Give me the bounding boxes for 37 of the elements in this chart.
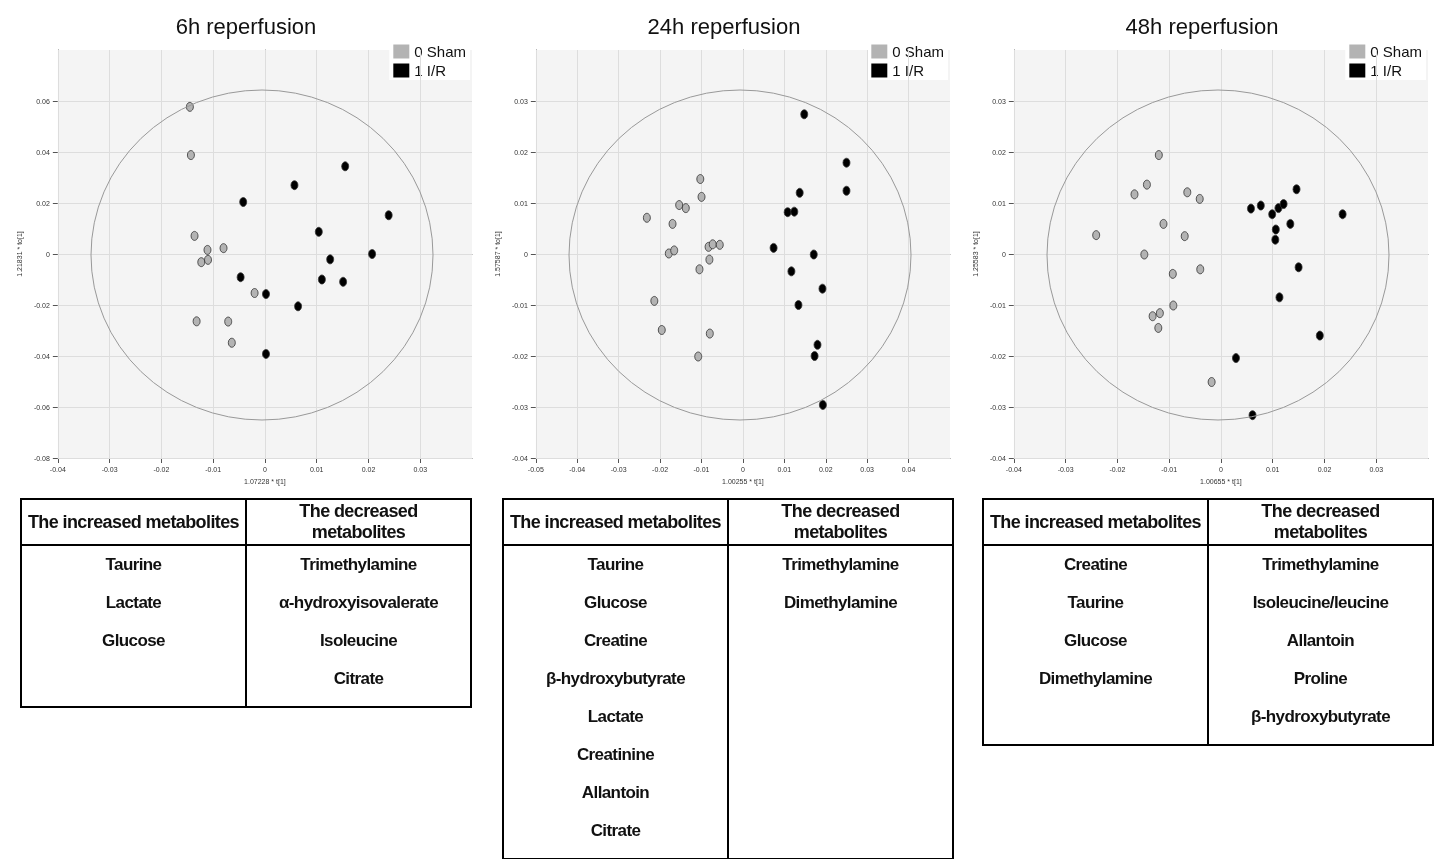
text: Taurine — [1067, 593, 1124, 612]
text: Citrate — [333, 669, 384, 688]
chart-title: 6h reperfusion — [175, 13, 317, 39]
chart-title: 24h reperfusion — [647, 13, 801, 39]
text: Glucose — [584, 593, 647, 612]
text: Taurine — [105, 555, 162, 574]
category-label: The decreased metabolites — [1208, 499, 1433, 545]
text: β-hydroxybutyrate — [1250, 707, 1391, 726]
text: Dimethylamine — [783, 593, 898, 612]
text: Trimethylamine — [1262, 555, 1379, 574]
text: Isoleucine/leucine — [1252, 593, 1389, 612]
legend-label: 1 I/R — [892, 62, 925, 79]
text: Isoleucine — [319, 631, 398, 650]
text: Trimethylamine — [300, 555, 417, 574]
text: Lactate — [587, 707, 644, 726]
category-label: The decreased metabolites — [246, 499, 471, 545]
text: Lactate — [105, 593, 162, 612]
text: Creatinine — [576, 745, 655, 764]
text: Creatine — [1063, 555, 1128, 574]
text: Glucose — [102, 631, 165, 650]
text: Creatine — [583, 631, 648, 650]
text: Allantoin — [1286, 631, 1355, 650]
text: Trimethylamine — [782, 555, 899, 574]
category-label: The increased metabolites — [21, 499, 246, 545]
text: Glucose — [1064, 631, 1127, 650]
text: β-hydroxybutyrate — [545, 669, 686, 688]
text: Proline — [1293, 669, 1348, 688]
category-label: The increased metabolites — [503, 499, 728, 545]
category-label: The increased metabolites — [983, 499, 1208, 545]
category-label: The decreased metabolites — [728, 499, 953, 545]
legend-label: 0 Sham — [892, 43, 945, 60]
text: Taurine — [587, 555, 644, 574]
text: Dimethylamine — [1038, 669, 1153, 688]
text: Citrate — [590, 821, 641, 840]
chart-title: 48h reperfusion — [1125, 13, 1279, 39]
text: Allantoin — [581, 783, 650, 802]
text: α-hydroxyisovalerate — [278, 593, 439, 612]
